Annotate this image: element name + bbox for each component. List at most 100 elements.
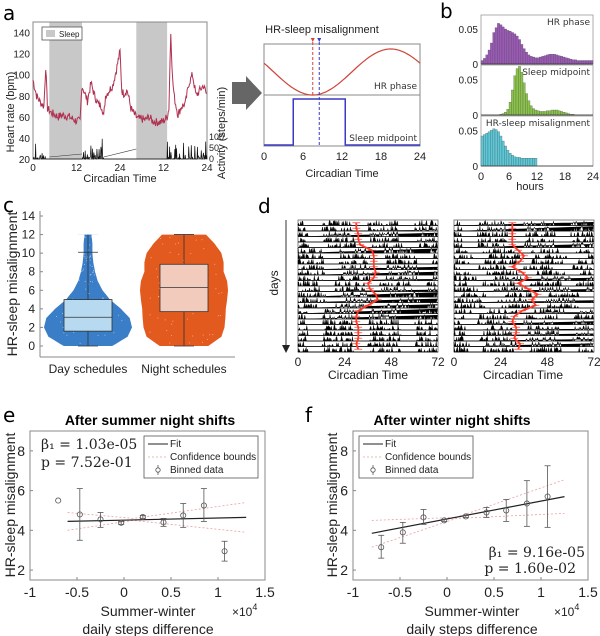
data-point (192, 335, 194, 337)
data-point (85, 288, 87, 290)
histogram-bar (506, 109, 510, 116)
histogram-bar (534, 57, 538, 65)
histogram-bar (513, 33, 517, 65)
histogram-bar (506, 30, 510, 65)
binned-data-point (76, 511, 83, 518)
data-point (214, 263, 216, 265)
data-point (209, 334, 211, 336)
data-point (171, 323, 173, 325)
data-point (92, 271, 94, 273)
y-right-tick-label: 0 (209, 154, 214, 164)
binned-data-point (55, 497, 62, 504)
histogram-bar (562, 112, 566, 116)
legend-box (143, 435, 259, 479)
data-point (90, 236, 92, 238)
data-point (201, 239, 203, 241)
x-axis-label-left: Circadian Time (328, 368, 408, 382)
legend-fit-label: Fit (170, 439, 181, 450)
x-axis-label: hours (516, 181, 544, 193)
data-point (81, 270, 83, 272)
data-point (84, 236, 86, 238)
histogram-bar (508, 153, 512, 167)
histogram-bar (483, 134, 486, 167)
y-axis-right-label: Activity (steps/min) (216, 87, 228, 179)
data-point (175, 243, 177, 245)
data-point (83, 268, 85, 270)
histogram-bar (527, 54, 531, 65)
plot-frame (352, 430, 589, 581)
fit-line (67, 516, 247, 522)
data-point (89, 256, 91, 258)
data-point (207, 338, 209, 340)
x-tick-label: 18 (375, 151, 387, 163)
data-point (86, 256, 88, 258)
histogram-bar (541, 56, 545, 65)
confidence-upper-line (371, 479, 565, 521)
histogram-bar (518, 157, 521, 167)
data-point (169, 342, 171, 344)
histogram-bar (487, 131, 491, 167)
data-point (150, 257, 152, 259)
data-point (162, 243, 164, 245)
data-point (172, 320, 174, 322)
phase-track-line (510, 222, 540, 350)
sleep-midpoint-triangle-icon (317, 38, 322, 42)
panel-letter-b: b (440, 0, 453, 23)
data-point (149, 331, 151, 333)
y-right-tick-label: 100 (209, 132, 224, 142)
binned-data-point (200, 502, 207, 509)
y-tick-label: 0 (472, 60, 478, 71)
y-tick-label: 2 (340, 562, 348, 578)
binned-data-point (441, 517, 448, 524)
histogram-label: HR-sleep misalignment (486, 119, 591, 129)
x-tick-label: 24 (494, 355, 508, 369)
histogram-bar (546, 110, 549, 116)
binned-data-point (503, 507, 510, 514)
data-point (82, 270, 84, 272)
x-tick-label: 1.5 (578, 584, 598, 600)
data-point (188, 342, 190, 344)
data-point (202, 334, 204, 336)
binned-data-point (462, 513, 469, 520)
histogram-bar (504, 145, 507, 167)
histogram-bar (581, 60, 584, 65)
histogram-bar (515, 157, 519, 167)
legend-box (358, 435, 474, 479)
y-tick-label: 4 (28, 302, 35, 316)
histogram-bar (492, 32, 496, 65)
x-tick-label: 1 (537, 584, 545, 600)
data-point (92, 272, 94, 274)
x-tick-label: 0 (443, 584, 451, 600)
confidence-lower-line (371, 513, 565, 548)
sleep-band (49, 22, 82, 159)
histogram-bar (543, 111, 547, 116)
histogram-bar (557, 55, 561, 65)
histogram-bar (508, 30, 512, 65)
beta-stat: β₁ = 1.03e-05 (41, 437, 137, 453)
histogram-bar (548, 110, 552, 116)
data-point (84, 237, 86, 239)
activity-row (297, 253, 438, 260)
activity-line (33, 138, 208, 161)
histogram-bar (480, 60, 484, 65)
histogram-bar (571, 59, 575, 65)
data-point (118, 314, 120, 316)
histogram-bar (541, 111, 545, 116)
data-point (92, 270, 94, 272)
data-point (113, 332, 115, 334)
legend-binned-label: Binned data (385, 465, 439, 476)
panel-d-actograms: days 0 24 48 72 0 24 48 72 Circadian Time Circa… (267, 219, 600, 382)
activity-line (49, 153, 82, 158)
data-point (93, 274, 95, 276)
data-point (164, 319, 166, 321)
histogram-bar (490, 130, 493, 167)
y-tick-label: 10 (22, 246, 36, 260)
histogram-bar (518, 39, 521, 65)
histogram-bar (525, 158, 528, 167)
x-tick-label: 6 (506, 171, 512, 183)
data-point (91, 266, 93, 268)
x-tick-label: 24 (201, 163, 213, 174)
y-tick-label: 80 (19, 92, 31, 103)
data-point (156, 276, 158, 278)
histogram-bar (543, 55, 547, 65)
